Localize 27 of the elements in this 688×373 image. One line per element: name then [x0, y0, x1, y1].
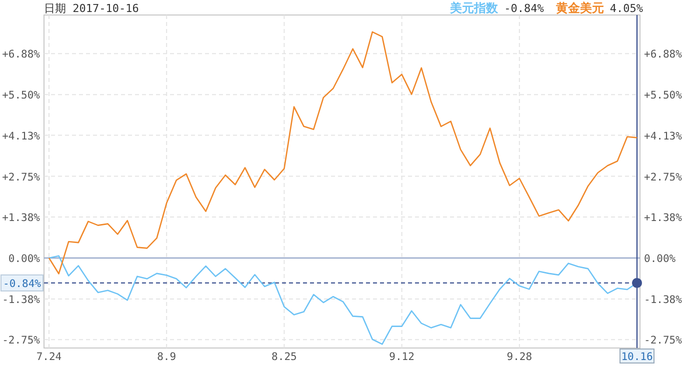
x-tick-label: 9.12 — [389, 351, 414, 363]
y-tick-label: +4.13% — [2, 130, 41, 142]
y-tick-label: -2.75% — [2, 334, 41, 347]
x-tick-label: 10.16 — [621, 351, 653, 363]
y2-tick-label: +1.38% — [644, 212, 683, 224]
line-series — [48, 31, 638, 274]
y2-tick-label: +2.75% — [644, 171, 683, 184]
x-tick-label: 8.25 — [272, 351, 297, 363]
y2-tick-label: +5.50% — [644, 90, 683, 102]
y-tick-label: -1.38% — [2, 294, 41, 306]
legend: 美元指数 -0.84% 黄金美元 4.05% — [450, 1, 643, 15]
x-tick-label: 7.24 — [36, 351, 62, 363]
y2-tick-label: +4.13% — [644, 130, 683, 142]
x-tick-label: 8.9 — [157, 351, 176, 363]
ref-line-label: -0.84% — [0, 274, 44, 292]
ref-line-label: -0.84% — [3, 278, 42, 290]
chart-title: 日期 2017-10-16 — [44, 2, 139, 15]
y-tick-label: +2.75% — [2, 171, 41, 184]
y2-tick-label: 0.00% — [644, 252, 676, 265]
y-tick-label: +6.88% — [2, 48, 41, 61]
y2-tick-label: -2.75% — [644, 334, 683, 347]
y2-tick-label: -1.38% — [644, 294, 683, 306]
y2-tick-label: +6.88% — [644, 48, 683, 61]
y-tick-label: 0.00% — [8, 252, 41, 265]
y-tick-label: +5.50% — [2, 90, 41, 102]
x-tick-label: 9.28 — [506, 351, 532, 363]
y-tick-label: +1.38% — [2, 212, 41, 224]
